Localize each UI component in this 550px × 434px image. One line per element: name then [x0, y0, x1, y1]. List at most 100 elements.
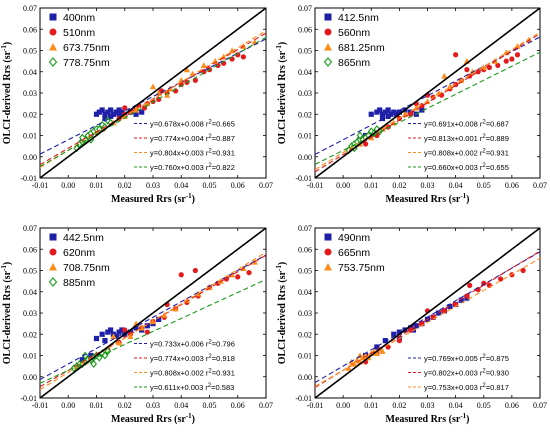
data-point [382, 109, 388, 115]
y-tick-label: 0.07 [298, 224, 312, 233]
y-tick-label: 0.00 [298, 373, 312, 382]
data-point [110, 333, 117, 339]
legend-label: 620nm [63, 247, 95, 259]
data-point [110, 111, 117, 117]
x-tick-label: 0.06 [231, 401, 245, 410]
x-tick-label: 0.04 [174, 181, 188, 190]
data-point [374, 109, 380, 115]
data-point [391, 331, 397, 337]
data-point [105, 329, 111, 335]
data-point [93, 335, 100, 342]
data-point [379, 111, 386, 117]
y-tick-label: 0.04 [298, 68, 312, 77]
y-tick-label: 0.00 [23, 373, 37, 382]
legend-label: 400nm [63, 12, 95, 24]
y-tick-label: 0.05 [298, 47, 312, 56]
legend-label: 708.75nm [63, 262, 110, 274]
legend-label: 412.5nm [338, 12, 379, 24]
data-point [374, 344, 380, 350]
x-tick-label: 0.05 [477, 401, 491, 410]
data-point [144, 100, 151, 107]
series-560nm [363, 52, 521, 147]
data-point [108, 107, 114, 113]
legend-label: 510nm [63, 27, 95, 39]
data-point [99, 107, 105, 113]
data-point [161, 312, 168, 318]
data-point [419, 107, 425, 113]
data-point [453, 52, 459, 58]
y-tick-label: 0.00 [23, 153, 37, 162]
one-to-one-line [315, 228, 540, 398]
y-tick-label: 0.06 [298, 245, 312, 254]
data-point [79, 357, 85, 363]
data-point [388, 111, 394, 117]
one-to-one-line [40, 228, 266, 398]
x-tick-label: 0.02 [392, 401, 406, 410]
data-point [144, 323, 150, 329]
x-tick-label: 0.00 [336, 181, 350, 190]
x-tick-label: 0.04 [449, 181, 463, 190]
data-point [323, 57, 333, 67]
y-tick-label: 0.02 [298, 330, 312, 339]
series-778.75nm [73, 116, 114, 153]
y-tick-label: 0.05 [23, 47, 37, 56]
data-point [498, 276, 504, 282]
data-point [220, 53, 227, 60]
plot-area [315, 8, 540, 178]
equation-label: y=0.769x+0.005 r2=0.875 [424, 354, 509, 363]
equation-label: y=0.808x+0.002 r2=0.931 [424, 149, 509, 158]
x-tick-label: 0.04 [449, 401, 463, 410]
x-tick-label: 0.00 [61, 401, 75, 410]
regression-line [40, 36, 266, 168]
y-tick-label: 0.03 [23, 89, 37, 98]
y-tick-label: 0.02 [23, 330, 37, 339]
series-665nm [363, 267, 526, 365]
data-point [102, 338, 108, 344]
data-point [93, 111, 100, 117]
data-point [108, 327, 114, 333]
data-point [133, 111, 139, 117]
x-axis-label: Measured Rrs (sr-1) [386, 412, 470, 425]
data-point [139, 109, 145, 115]
legend-label: 442.5nm [63, 232, 104, 244]
x-tick-label: 0.05 [203, 181, 217, 190]
data-point [122, 105, 128, 111]
data-point [503, 58, 509, 64]
data-point [240, 54, 246, 60]
data-point [49, 263, 57, 271]
y-tick-label: 0.03 [23, 309, 37, 318]
data-point [102, 111, 108, 117]
equation-label: y=0.804x+0.003 r2=0.931 [150, 149, 235, 158]
data-point [122, 327, 128, 333]
chart-panel-4: -0.01 0.00 0.01 0.02 0.03 0.04 0.05 0.06 0.07 -0.… [275, 224, 547, 425]
data-point [363, 141, 369, 147]
data-point [113, 333, 119, 339]
y-tick-label: 0.03 [298, 89, 312, 98]
data-point [324, 13, 332, 21]
data-point [324, 43, 332, 51]
data-point [391, 109, 397, 115]
x-tick-label: -0.01 [32, 401, 49, 410]
x-tick-label: 0.01 [364, 181, 378, 190]
y-tick-label: 0.05 [298, 267, 312, 276]
y-tick-label: -0.01 [20, 394, 37, 403]
data-point [379, 115, 386, 122]
data-point [396, 109, 402, 115]
legend-label: 865nm [338, 57, 370, 69]
x-axis-label: Measured Rrs (sr-1) [111, 412, 195, 425]
y-tick-label: -0.01 [295, 394, 312, 403]
data-point [192, 267, 198, 274]
data-point [119, 327, 125, 333]
y-tick-label: 0.04 [298, 288, 312, 297]
y-tick-label: 0.01 [298, 352, 312, 361]
one-to-one-line [315, 8, 540, 178]
x-axis-label: Measured Rrs (sr-1) [111, 192, 195, 205]
y-tick-label: 0.01 [23, 132, 37, 141]
legend-label: 560nm [338, 27, 370, 39]
data-point [467, 282, 473, 288]
y-axis-label: OLCI-derived Rrs (sr-1) [0, 262, 13, 365]
legend-label: 778.75nm [63, 57, 110, 69]
legend-label: 681.25nm [338, 42, 385, 54]
y-tick-label: 0.07 [298, 4, 312, 13]
y-tick-label: -0.01 [20, 174, 37, 183]
